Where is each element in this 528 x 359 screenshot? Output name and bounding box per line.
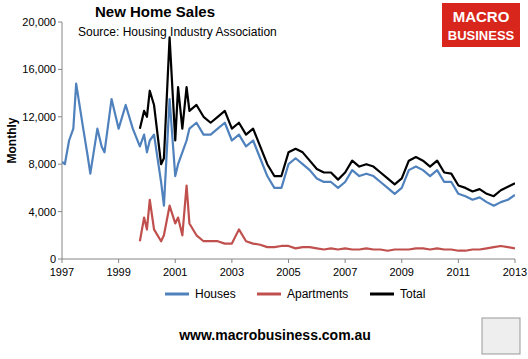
y-tick-label: 8,000 — [28, 158, 56, 170]
x-tick — [231, 259, 232, 263]
y-tick-label: 16,000 — [22, 63, 56, 75]
x-tick — [458, 259, 459, 263]
x-tick-label: 1997 — [50, 266, 74, 278]
y-tick-label: 4,000 — [28, 206, 56, 218]
logo-text: MACRO — [453, 8, 510, 25]
y-tick — [58, 211, 62, 212]
y-tick — [58, 116, 62, 117]
y-tick-label: 20,000 — [22, 16, 56, 28]
legend-label: Houses — [195, 287, 236, 301]
y-tick-label: 12,000 — [22, 111, 56, 123]
y-tick — [58, 164, 62, 165]
title: New Home Sales — [95, 3, 215, 20]
y-axis — [62, 22, 63, 259]
logo-icon — [482, 318, 520, 354]
x-tick-label: 2009 — [390, 266, 414, 278]
y-tick-label: 0 — [50, 253, 56, 265]
logo-text: BUSINESS — [448, 28, 515, 43]
legend-label: Apartments — [287, 287, 348, 301]
x-tick — [401, 259, 402, 263]
x-tick-label: 2007 — [333, 266, 357, 278]
y-tick — [58, 69, 62, 70]
x-tick — [288, 259, 289, 263]
logo-box — [442, 3, 520, 47]
subtitle: Source: Housing Industry Association — [78, 25, 277, 39]
x-tick-label: 2005 — [276, 266, 300, 278]
x-tick-label: 2001 — [163, 266, 187, 278]
legend-label: Total — [400, 287, 425, 301]
x-tick — [62, 259, 63, 263]
x-tick — [345, 259, 346, 263]
y-tick — [58, 22, 62, 23]
series-line — [140, 186, 515, 251]
series-line — [140, 37, 515, 196]
x-tick — [175, 259, 176, 263]
x-tick-label: 1999 — [106, 266, 130, 278]
chart: 0 4,000 8,000 12,000 16,000 20,000 1997 1999 200… — [0, 0, 528, 359]
x-tick-label: 2003 — [220, 266, 244, 278]
legend-swatch — [370, 293, 394, 296]
x-tick — [515, 259, 516, 263]
series-line — [62, 84, 515, 206]
legend-swatch — [257, 293, 281, 296]
x-tick — [118, 259, 119, 263]
x-tick-label: 2011 — [447, 266, 471, 278]
plot-area — [62, 37, 515, 250]
y-tick — [58, 259, 62, 260]
website: www.macrobusiness.com.au — [178, 327, 371, 343]
legend-swatch — [165, 293, 189, 296]
y-axis-label: Monthly — [5, 117, 19, 163]
x-tick-label: 2013 — [503, 266, 527, 278]
